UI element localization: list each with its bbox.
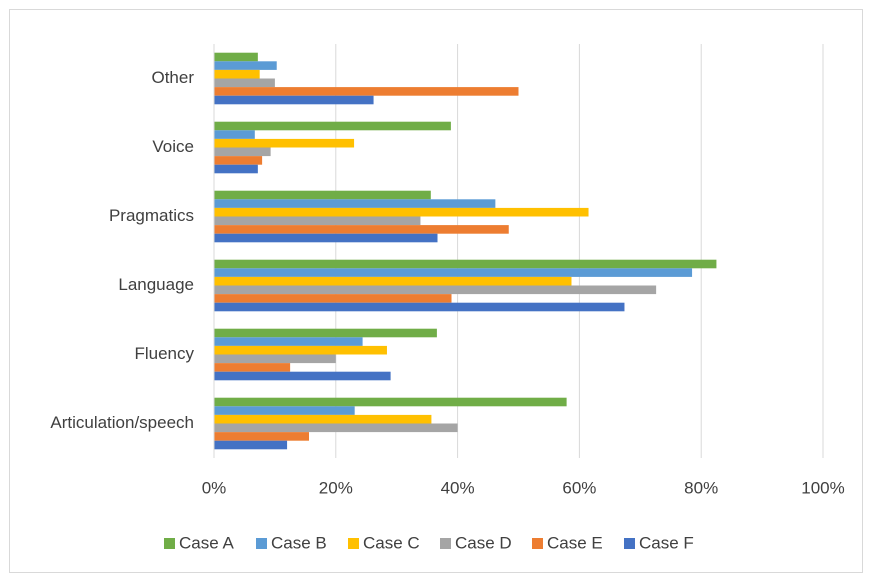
legend-swatch <box>256 538 267 549</box>
bar <box>214 164 258 174</box>
bar <box>214 276 572 286</box>
bar <box>214 121 451 131</box>
bar <box>214 216 421 226</box>
legend-swatch <box>348 538 359 549</box>
bar <box>214 225 509 234</box>
legend-label: Case A <box>179 533 234 552</box>
bar <box>214 207 589 217</box>
bar <box>214 285 657 295</box>
y-tick-label: Articulation/speech <box>50 413 194 432</box>
bar <box>214 345 387 355</box>
bar <box>214 130 255 139</box>
legend-swatch <box>440 538 451 549</box>
bar <box>214 302 625 312</box>
x-tick-label: 60% <box>562 478 596 497</box>
legend-label: Case C <box>363 533 420 552</box>
y-tick-label: Other <box>151 68 194 87</box>
bar <box>214 147 271 157</box>
bar <box>214 95 374 105</box>
y-tick-label: Voice <box>152 137 194 156</box>
bar <box>214 294 452 303</box>
bar <box>214 414 432 424</box>
bar <box>214 337 363 346</box>
bar <box>214 190 431 200</box>
y-tick-label: Pragmatics <box>109 206 194 225</box>
bar <box>214 78 275 88</box>
bar <box>214 440 288 450</box>
bar <box>214 328 437 338</box>
bar <box>214 432 310 441</box>
legend-swatch <box>624 538 635 549</box>
bar <box>214 406 355 415</box>
legend-label: Case D <box>455 533 512 552</box>
bar <box>214 371 391 381</box>
bar <box>214 259 717 269</box>
bar <box>214 69 260 79</box>
bar <box>214 199 496 208</box>
legend-swatch <box>532 538 543 549</box>
x-tick-label: 20% <box>319 478 353 497</box>
bar <box>214 87 519 96</box>
x-tick-label: 0% <box>202 478 227 497</box>
bar <box>214 52 258 62</box>
x-tick-label: 40% <box>441 478 475 497</box>
legend-swatch <box>164 538 175 549</box>
legend-label: Case F <box>639 533 694 552</box>
bar <box>214 233 438 243</box>
x-tick-label: 80% <box>684 478 718 497</box>
x-tick-label: 100% <box>801 478 844 497</box>
bar <box>214 138 355 148</box>
bar <box>214 268 693 277</box>
bar <box>214 354 336 364</box>
bar <box>214 61 277 70</box>
bar <box>214 423 458 433</box>
bar <box>214 397 567 407</box>
bar <box>214 156 263 165</box>
bar <box>214 363 291 372</box>
legend-label: Case E <box>547 533 603 552</box>
legend-label: Case B <box>271 533 327 552</box>
y-tick-label: Language <box>118 275 194 294</box>
y-tick-label: Fluency <box>134 344 194 363</box>
